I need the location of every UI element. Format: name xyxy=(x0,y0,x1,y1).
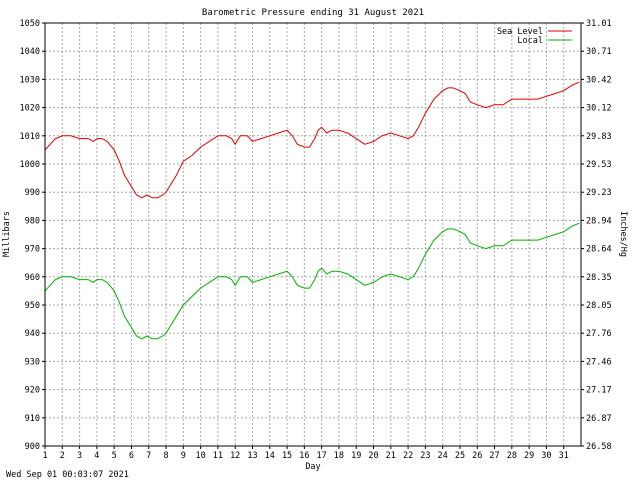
x-tick-label: 1 xyxy=(42,451,47,461)
x-tick-label: 23 xyxy=(420,451,430,461)
x-tick-label: 2 xyxy=(60,451,65,461)
x-tick-label: 31 xyxy=(559,451,569,461)
y-tick-label: 980 xyxy=(25,216,40,226)
x-tick-label: 24 xyxy=(438,451,448,461)
y2-tick-label: 28.35 xyxy=(586,273,612,283)
y2-tick-label: 27.76 xyxy=(586,329,612,339)
y2-tick-label: 27.17 xyxy=(586,386,612,396)
timestamp: Wed Sep 01 00:03:07 2021 xyxy=(6,470,129,480)
x-tick-label: 13 xyxy=(247,451,257,461)
x-tick-label: 20 xyxy=(368,451,378,461)
y2-tick-label: 28.05 xyxy=(586,301,612,311)
y2-axis-ticks: 26.58 26.87 27.17 27.46 27.76 28.05 28.35 28.64… xyxy=(581,19,612,452)
x-tick-label: 4 xyxy=(94,451,99,461)
data-series xyxy=(44,81,580,340)
y2-tick-label: 28.64 xyxy=(586,245,612,255)
y2-tick-label: 27.46 xyxy=(586,357,612,367)
x-tick-label: 11 xyxy=(213,451,223,461)
y2-tick-label: 31.01 xyxy=(586,19,612,29)
y-tick-label: 1000 xyxy=(20,160,40,170)
y-tick-label: 900 xyxy=(25,442,40,452)
x-tick-label: 28 xyxy=(507,451,517,461)
y-tick-label: 990 xyxy=(25,188,40,198)
y-tick-label: 1020 xyxy=(20,104,40,114)
x-tick-label: 19 xyxy=(351,451,361,461)
y-tick-label: 950 xyxy=(25,301,40,311)
y-tick-label: 1010 xyxy=(20,132,40,142)
plot-frame xyxy=(44,22,582,447)
x-tick-label: 29 xyxy=(524,451,534,461)
y-tick-label: 910 xyxy=(25,414,40,424)
x-tick-label: 3 xyxy=(77,451,82,461)
y2-tick-label: 28.94 xyxy=(586,216,612,226)
y2-tick-label: 26.58 xyxy=(586,442,612,452)
x-tick-label: 16 xyxy=(299,451,309,461)
x-axis-ticks: 1 2 3 4 5 6 7 8 9 10 11 12 13 14 15 16 17 18 19 20 21 22 23 24 2… xyxy=(42,446,569,461)
chart-title: Barometric Pressure ending 31 August 202… xyxy=(202,8,424,18)
x-tick-label: 14 xyxy=(265,451,275,461)
x-tick-label: 6 xyxy=(129,451,134,461)
y2-tick-label: 30.12 xyxy=(586,104,612,114)
y-tick-label: 1030 xyxy=(20,75,40,85)
y2-tick-label: 30.42 xyxy=(586,75,612,85)
y-tick-label: 930 xyxy=(25,357,40,367)
x-tick-label: 15 xyxy=(282,451,292,461)
x-tick-label: 8 xyxy=(163,451,168,461)
x-tick-label: 10 xyxy=(195,451,205,461)
y2-axis-label: Inches/Hg xyxy=(618,211,628,257)
y-tick-label: 920 xyxy=(25,386,40,396)
x-tick-label: 5 xyxy=(112,451,117,461)
x-tick-label: 7 xyxy=(146,451,151,461)
y2-tick-label: 29.23 xyxy=(586,188,612,198)
sea-level-series-line xyxy=(44,81,580,199)
y2-tick-label: 30.71 xyxy=(586,47,612,57)
sea-level-legend-label: Sea Level xyxy=(497,27,543,37)
local-legend-label: Local xyxy=(517,36,543,46)
x-tick-label: 25 xyxy=(455,451,465,461)
y-axis-label: Millibars xyxy=(2,211,12,257)
y-tick-label: 1040 xyxy=(20,47,40,57)
y2-tick-label: 29.83 xyxy=(586,132,612,142)
y2-tick-label: 26.87 xyxy=(586,414,612,424)
x-tick-label: 21 xyxy=(386,451,396,461)
y2-tick-label: 29.53 xyxy=(586,160,612,170)
y-tick-label: 1050 xyxy=(20,19,40,29)
y-tick-label: 940 xyxy=(25,329,40,339)
y-tick-label: 970 xyxy=(25,245,40,255)
x-tick-label: 30 xyxy=(541,451,551,461)
x-axis-label: Day xyxy=(305,462,320,472)
x-tick-label: 22 xyxy=(403,451,413,461)
x-tick-label: 17 xyxy=(317,451,327,461)
y-tick-label: 960 xyxy=(25,273,40,283)
local-series-line xyxy=(44,222,580,340)
x-tick-label: 18 xyxy=(334,451,344,461)
x-tick-label: 27 xyxy=(489,451,499,461)
grid-lines xyxy=(45,23,581,446)
x-tick-label: 26 xyxy=(472,451,482,461)
x-tick-label: 9 xyxy=(181,451,186,461)
y-axis-ticks: 900 910 920 930 940 950 960 970 980 990 1000 1010 10… xyxy=(20,19,45,452)
x-tick-label: 12 xyxy=(230,451,240,461)
